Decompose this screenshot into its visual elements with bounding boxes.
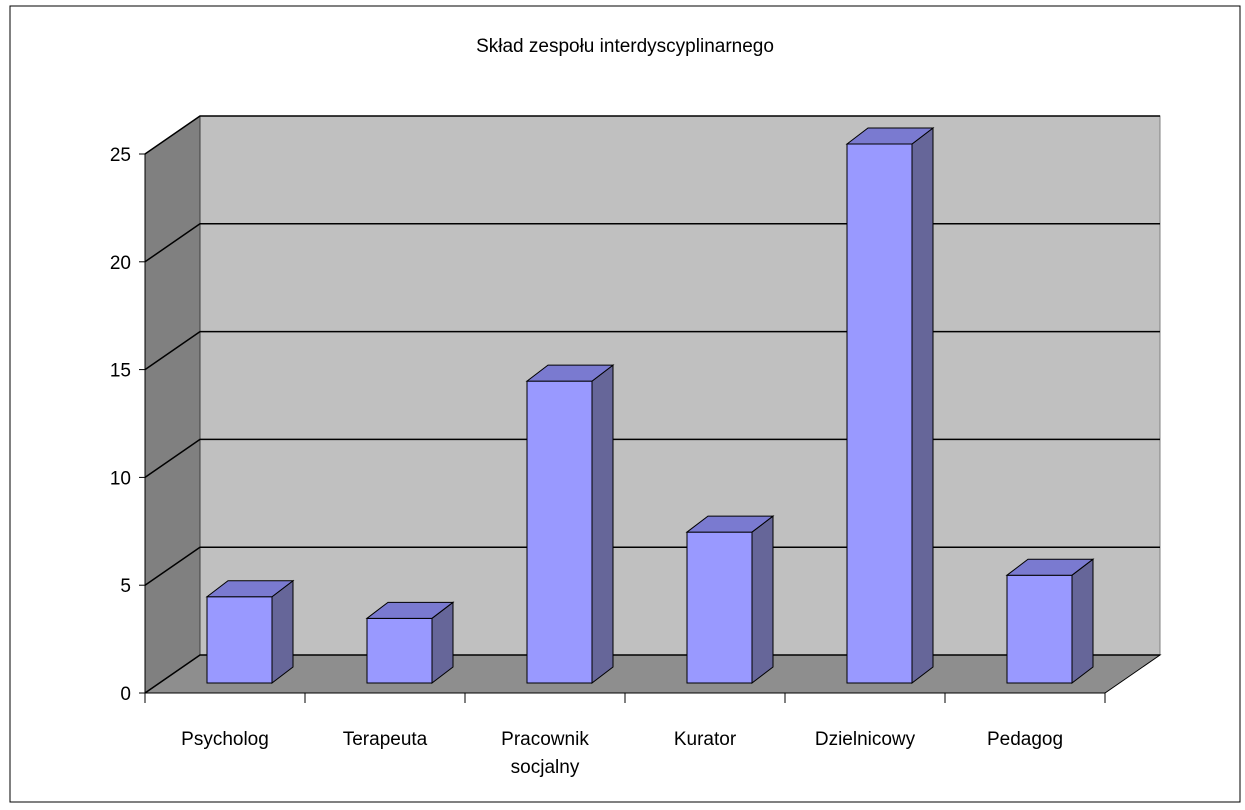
bar-front <box>206 596 273 684</box>
bar <box>845 126 935 685</box>
grid-line <box>144 115 1160 155</box>
bar <box>685 515 775 685</box>
x-tick-label: Psycholog <box>181 729 269 750</box>
bar <box>365 601 455 685</box>
bar <box>205 579 295 685</box>
x-tick-label: Pedagog <box>987 729 1063 750</box>
bar <box>525 364 615 685</box>
grid-line <box>144 546 1160 586</box>
bar-top <box>205 580 295 598</box>
bar <box>1005 558 1095 685</box>
x-tick-label: Terapeuta <box>343 729 428 750</box>
bar-front <box>686 531 753 684</box>
y-tick-label: 5 <box>120 576 131 597</box>
grid-line <box>144 654 1160 694</box>
bar-side <box>1071 558 1094 685</box>
bar-front <box>366 617 433 684</box>
bar-side <box>271 579 294 685</box>
chart-title: Skład zespołu interdyscyplinarnego <box>476 36 774 57</box>
y-tick-label: 20 <box>110 253 131 274</box>
x-tick-label: Pracownik socjalny <box>501 729 589 778</box>
bar-side <box>591 364 614 685</box>
bar-top <box>685 515 775 533</box>
grid-line <box>144 223 1160 263</box>
bar-top <box>525 364 615 382</box>
x-tick-label: Kurator <box>674 729 737 750</box>
y-tick-label: 0 <box>120 684 131 705</box>
grid-line <box>144 438 1160 479</box>
bar-front <box>846 143 913 684</box>
bar-side <box>911 126 934 685</box>
bar-side <box>751 515 774 685</box>
bar-front <box>526 380 593 684</box>
side-wall <box>144 115 201 694</box>
y-tick-label: 25 <box>110 145 131 166</box>
grid-line <box>144 330 1160 371</box>
y-tick-label: 15 <box>110 361 131 382</box>
x-tick-label: Dzielnicowy <box>815 729 916 750</box>
bar-top <box>365 601 455 619</box>
bar-top <box>1005 558 1095 576</box>
bar-front <box>1006 574 1073 684</box>
y-tick-label: 10 <box>110 468 131 489</box>
bar-top <box>845 127 935 145</box>
